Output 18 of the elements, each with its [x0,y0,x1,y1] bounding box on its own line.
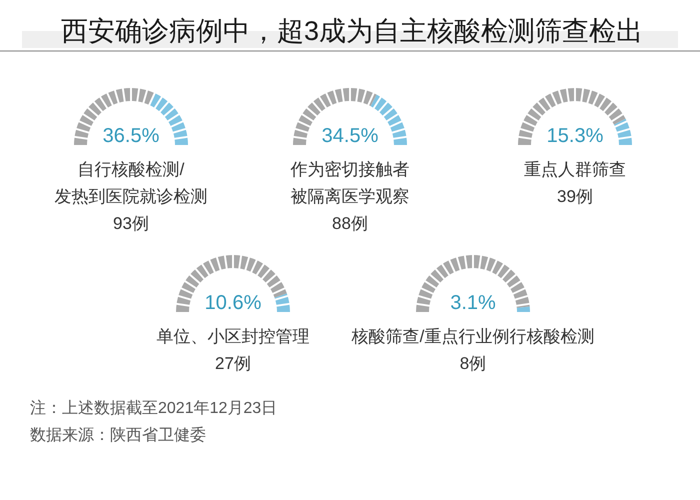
text: 34.5% [322,125,379,147]
text: 36.5% [102,125,160,147]
source-note: 数据来源：陕西省卫健委 [30,426,206,444]
text: 注：上述数据截至2021年12月23日 [30,399,278,417]
text: 39例 [557,187,593,206]
text: 88例 [332,214,368,233]
text: 8例 [460,354,486,373]
text: 核酸筛查/重点行业例行核酸检测 [350,327,594,346]
text: 93例 [113,214,149,233]
text: 自行核酸检测/发热到医院就诊检测 [54,160,208,206]
text: 作为密切接触者被隔离医学观察 [290,160,410,206]
text: 单位、小区封控管理 [156,327,310,346]
text: 西安确诊病例中，超3成为自主核酸检测筛查检出 [60,16,644,46]
text: 27例 [215,354,251,373]
text: 重点人群筛查 [524,160,626,179]
text: 15.3% [546,125,604,147]
text: 3.1% [450,292,496,314]
text: 10.6% [204,292,262,314]
